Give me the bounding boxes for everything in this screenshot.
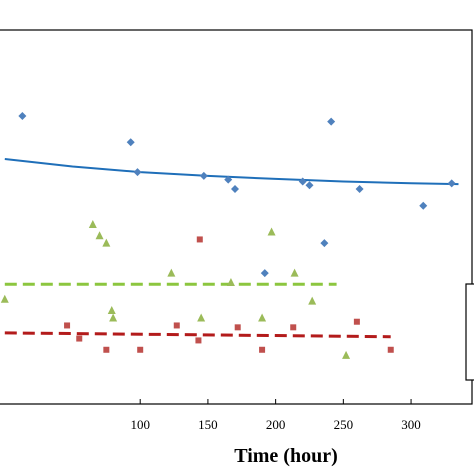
data-point-series-3-9 (259, 346, 266, 353)
data-point-series-1-2 (126, 138, 135, 147)
data-point-series-1-3 (133, 168, 142, 177)
trend-line-series-1 (4, 158, 459, 186)
x-tick-label-150: 150 (198, 417, 218, 432)
data-point-series-2-10 (267, 227, 276, 236)
data-point-series-2-13 (342, 350, 351, 359)
x-axis-title: Time (hour) (234, 445, 338, 467)
data-point-series-1-14 (447, 179, 456, 188)
data-point-series-1-11 (327, 117, 336, 126)
x-tick-label-250: 250 (334, 417, 354, 432)
data-point-series-3-12 (387, 346, 394, 353)
data-point-series-2-3 (102, 238, 111, 247)
data-point-series-3-3 (103, 346, 110, 353)
x-tick-label-100: 100 (130, 417, 150, 432)
data-point-series-2-11 (290, 268, 299, 277)
legend-box (465, 283, 474, 381)
data-point-series-1-9 (305, 181, 314, 190)
data-point-series-3-8 (234, 324, 241, 331)
data-point-series-3-7 (196, 236, 203, 243)
data-point-series-2-7 (197, 313, 206, 322)
data-point-series-1-7 (260, 269, 269, 278)
x-tick-label-200: 200 (266, 417, 286, 432)
data-point-series-2-4 (107, 306, 116, 314)
data-point-series-1-5 (224, 175, 233, 184)
data-point-series-3-11 (353, 318, 360, 325)
data-point-series-1-4 (199, 171, 208, 180)
data-point-series-3-1 (64, 322, 71, 329)
plot-area-frame (0, 29, 473, 405)
data-point-series-2-6 (167, 268, 176, 277)
data-point-series-3-10 (290, 324, 297, 331)
data-point-series-2-8 (226, 277, 235, 286)
data-point-series-1-8 (298, 177, 307, 186)
data-point-series-1-6 (231, 184, 239, 193)
data-point-series-2-12 (308, 296, 317, 305)
data-point-series-3-4 (137, 346, 144, 353)
data-point-series-2-14 (0, 294, 9, 303)
data-point-series-1-12 (355, 184, 364, 193)
data-point-series-1-10 (320, 239, 329, 248)
data-point-series-2-2 (95, 231, 104, 240)
data-point-series-3-2 (76, 335, 83, 342)
data-point-series-2-5 (109, 313, 118, 322)
x-tick-label-300: 300 (401, 417, 421, 432)
data-point-series-1-13 (419, 201, 428, 210)
trend-lines (4, 158, 459, 339)
data-point-series-2-9 (258, 313, 267, 322)
x-axis-ticks: 100 150 200 250 300 (130, 399, 421, 432)
trend-line-series-3 (4, 331, 391, 339)
data-point-series-1-1 (18, 112, 27, 121)
data-point-series-3-5 (173, 322, 180, 329)
data-point-series-3-6 (195, 337, 202, 344)
data-points (0, 112, 456, 359)
data-point-series-2-1 (88, 219, 97, 228)
